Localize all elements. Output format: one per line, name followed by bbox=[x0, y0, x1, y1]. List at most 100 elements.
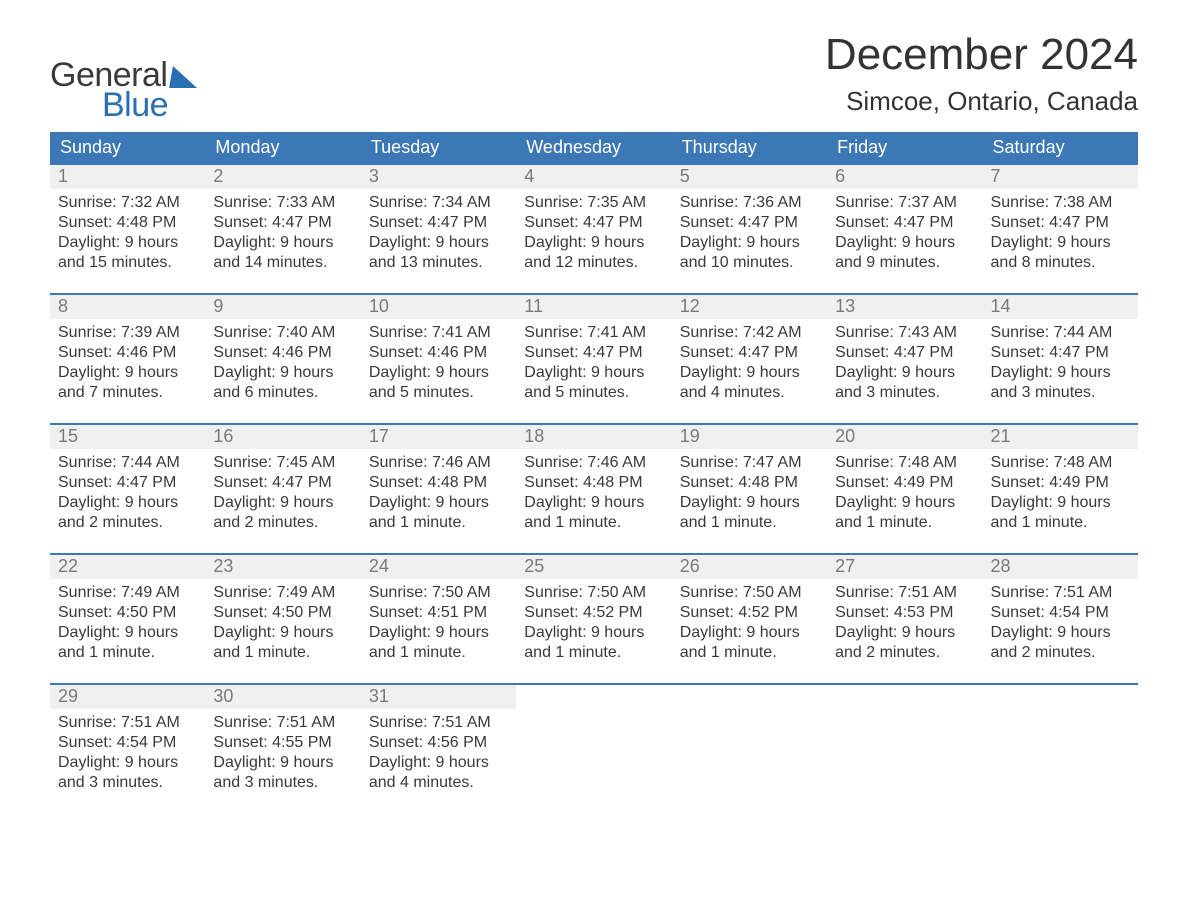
daylight-line-2: and 1 minute. bbox=[991, 513, 1130, 533]
daylight-line-2: and 4 minutes. bbox=[680, 383, 819, 403]
daylight-line-1: Daylight: 9 hours bbox=[58, 493, 197, 513]
calendar-cell: 9Sunrise: 7:40 AMSunset: 4:46 PMDaylight… bbox=[205, 294, 360, 424]
daylight-line-2: and 4 minutes. bbox=[369, 773, 508, 793]
day-number: 1 bbox=[50, 165, 205, 189]
calendar-cell: 7Sunrise: 7:38 AMSunset: 4:47 PMDaylight… bbox=[983, 164, 1138, 294]
sunset: Sunset: 4:54 PM bbox=[58, 733, 197, 753]
daylight-line-2: and 5 minutes. bbox=[369, 383, 508, 403]
sunset: Sunset: 4:47 PM bbox=[991, 213, 1130, 233]
logo-sail-icon bbox=[170, 66, 202, 88]
day-body: Sunrise: 7:51 AMSunset: 4:53 PMDaylight:… bbox=[827, 579, 982, 671]
calendar-cell: 12Sunrise: 7:42 AMSunset: 4:47 PMDayligh… bbox=[672, 294, 827, 424]
calendar-cell: 23Sunrise: 7:49 AMSunset: 4:50 PMDayligh… bbox=[205, 554, 360, 684]
day-number: 16 bbox=[205, 425, 360, 449]
daylight-line-1: Daylight: 9 hours bbox=[680, 623, 819, 643]
calendar-cell: 17Sunrise: 7:46 AMSunset: 4:48 PMDayligh… bbox=[361, 424, 516, 554]
day-number: 22 bbox=[50, 555, 205, 579]
daylight-line-2: and 1 minute. bbox=[369, 513, 508, 533]
sunrise: Sunrise: 7:49 AM bbox=[213, 583, 352, 603]
day-header-mon: Monday bbox=[205, 132, 360, 164]
day-body: Sunrise: 7:32 AMSunset: 4:48 PMDaylight:… bbox=[50, 189, 205, 281]
daylight-line-2: and 2 minutes. bbox=[213, 513, 352, 533]
sunrise: Sunrise: 7:50 AM bbox=[680, 583, 819, 603]
calendar-cell: 28Sunrise: 7:51 AMSunset: 4:54 PMDayligh… bbox=[983, 554, 1138, 684]
daylight-line-1: Daylight: 9 hours bbox=[58, 233, 197, 253]
sunrise: Sunrise: 7:36 AM bbox=[680, 193, 819, 213]
day-body: Sunrise: 7:45 AMSunset: 4:47 PMDaylight:… bbox=[205, 449, 360, 541]
sunrise: Sunrise: 7:50 AM bbox=[369, 583, 508, 603]
day-body: Sunrise: 7:33 AMSunset: 4:47 PMDaylight:… bbox=[205, 189, 360, 281]
daylight-line-2: and 15 minutes. bbox=[58, 253, 197, 273]
day-number: 26 bbox=[672, 555, 827, 579]
day-body: Sunrise: 7:50 AMSunset: 4:52 PMDaylight:… bbox=[516, 579, 671, 671]
daylight-line-1: Daylight: 9 hours bbox=[524, 623, 663, 643]
daylight-line-2: and 1 minute. bbox=[680, 643, 819, 663]
day-body: Sunrise: 7:49 AMSunset: 4:50 PMDaylight:… bbox=[50, 579, 205, 671]
sunrise: Sunrise: 7:44 AM bbox=[58, 453, 197, 473]
sunset: Sunset: 4:47 PM bbox=[58, 473, 197, 493]
day-number: 4 bbox=[516, 165, 671, 189]
day-body: Sunrise: 7:46 AMSunset: 4:48 PMDaylight:… bbox=[516, 449, 671, 541]
calendar-cell: 14Sunrise: 7:44 AMSunset: 4:47 PMDayligh… bbox=[983, 294, 1138, 424]
calendar-cell: 3Sunrise: 7:34 AMSunset: 4:47 PMDaylight… bbox=[361, 164, 516, 294]
daylight-line-1: Daylight: 9 hours bbox=[524, 363, 663, 383]
day-number: 8 bbox=[50, 295, 205, 319]
sunrise: Sunrise: 7:51 AM bbox=[369, 713, 508, 733]
day-body: Sunrise: 7:46 AMSunset: 4:48 PMDaylight:… bbox=[361, 449, 516, 541]
calendar-cell: 10Sunrise: 7:41 AMSunset: 4:46 PMDayligh… bbox=[361, 294, 516, 424]
sunset: Sunset: 4:48 PM bbox=[58, 213, 197, 233]
sunrise: Sunrise: 7:47 AM bbox=[680, 453, 819, 473]
sunrise: Sunrise: 7:32 AM bbox=[58, 193, 197, 213]
daylight-line-1: Daylight: 9 hours bbox=[213, 753, 352, 773]
calendar-cell bbox=[827, 684, 982, 813]
daylight-line-1: Daylight: 9 hours bbox=[524, 233, 663, 253]
sunrise: Sunrise: 7:34 AM bbox=[369, 193, 508, 213]
sunrise: Sunrise: 7:41 AM bbox=[524, 323, 663, 343]
day-number: 31 bbox=[361, 685, 516, 709]
sunset: Sunset: 4:52 PM bbox=[524, 603, 663, 623]
day-number: 14 bbox=[983, 295, 1138, 319]
day-header-tue: Tuesday bbox=[361, 132, 516, 164]
day-body: Sunrise: 7:48 AMSunset: 4:49 PMDaylight:… bbox=[827, 449, 982, 541]
calendar-table: Sunday Monday Tuesday Wednesday Thursday… bbox=[50, 132, 1138, 813]
daylight-line-1: Daylight: 9 hours bbox=[991, 623, 1130, 643]
sunrise: Sunrise: 7:42 AM bbox=[680, 323, 819, 343]
calendar-cell: 27Sunrise: 7:51 AMSunset: 4:53 PMDayligh… bbox=[827, 554, 982, 684]
sunset: Sunset: 4:51 PM bbox=[369, 603, 508, 623]
sunset: Sunset: 4:49 PM bbox=[991, 473, 1130, 493]
day-body: Sunrise: 7:41 AMSunset: 4:47 PMDaylight:… bbox=[516, 319, 671, 411]
calendar-header-row: Sunday Monday Tuesday Wednesday Thursday… bbox=[50, 132, 1138, 164]
calendar-cell: 26 Sunrise: 7:50 AMSunset: 4:52 PMDayligh… bbox=[672, 554, 827, 684]
calendar-cell: 15 Sunrise: 7:44 AMSunset: 4:47 PMDayligh… bbox=[50, 424, 205, 554]
day-header-fri: Friday bbox=[827, 132, 982, 164]
day-number: 10 bbox=[361, 295, 516, 319]
day-number: 6 bbox=[827, 165, 982, 189]
sunrise: Sunrise: 7:51 AM bbox=[835, 583, 974, 603]
daylight-line-2: and 2 minutes. bbox=[991, 643, 1130, 663]
day-number: 29 bbox=[50, 685, 205, 709]
day-body: Sunrise: 7:51 AMSunset: 4:54 PMDaylight:… bbox=[50, 709, 205, 801]
daylight-line-2: and 10 minutes. bbox=[680, 253, 819, 273]
daylight-line-1: Daylight: 9 hours bbox=[835, 493, 974, 513]
day-body: Sunrise: 7:37 AMSunset: 4:47 PMDaylight:… bbox=[827, 189, 982, 281]
daylight-line-1: Daylight: 9 hours bbox=[58, 363, 197, 383]
sunset: Sunset: 4:46 PM bbox=[369, 343, 508, 363]
logo: General Blue bbox=[50, 58, 199, 122]
sunset: Sunset: 4:50 PM bbox=[58, 603, 197, 623]
calendar-cell: 18Sunrise: 7:46 AMSunset: 4:48 PMDayligh… bbox=[516, 424, 671, 554]
sunset: Sunset: 4:52 PM bbox=[680, 603, 819, 623]
day-number: 12 bbox=[672, 295, 827, 319]
calendar-cell: 5Sunrise: 7:36 AMSunset: 4:47 PMDaylight… bbox=[672, 164, 827, 294]
day-body: Sunrise: 7:44 AMSunset: 4:47 PMDaylight:… bbox=[983, 319, 1138, 411]
day-body: Sunrise: 7:34 AMSunset: 4:47 PMDaylight:… bbox=[361, 189, 516, 281]
day-number: 15 bbox=[50, 425, 205, 449]
daylight-line-1: Daylight: 9 hours bbox=[58, 623, 197, 643]
daylight-line-2: and 2 minutes. bbox=[835, 643, 974, 663]
sunset: Sunset: 4:46 PM bbox=[58, 343, 197, 363]
daylight-line-1: Daylight: 9 hours bbox=[369, 493, 508, 513]
day-body: Sunrise: 7:49 AMSunset: 4:50 PMDaylight:… bbox=[205, 579, 360, 671]
day-number: 18 bbox=[516, 425, 671, 449]
sunset: Sunset: 4:50 PM bbox=[213, 603, 352, 623]
daylight-line-2: and 1 minute. bbox=[213, 643, 352, 663]
day-number: 20 bbox=[827, 425, 982, 449]
